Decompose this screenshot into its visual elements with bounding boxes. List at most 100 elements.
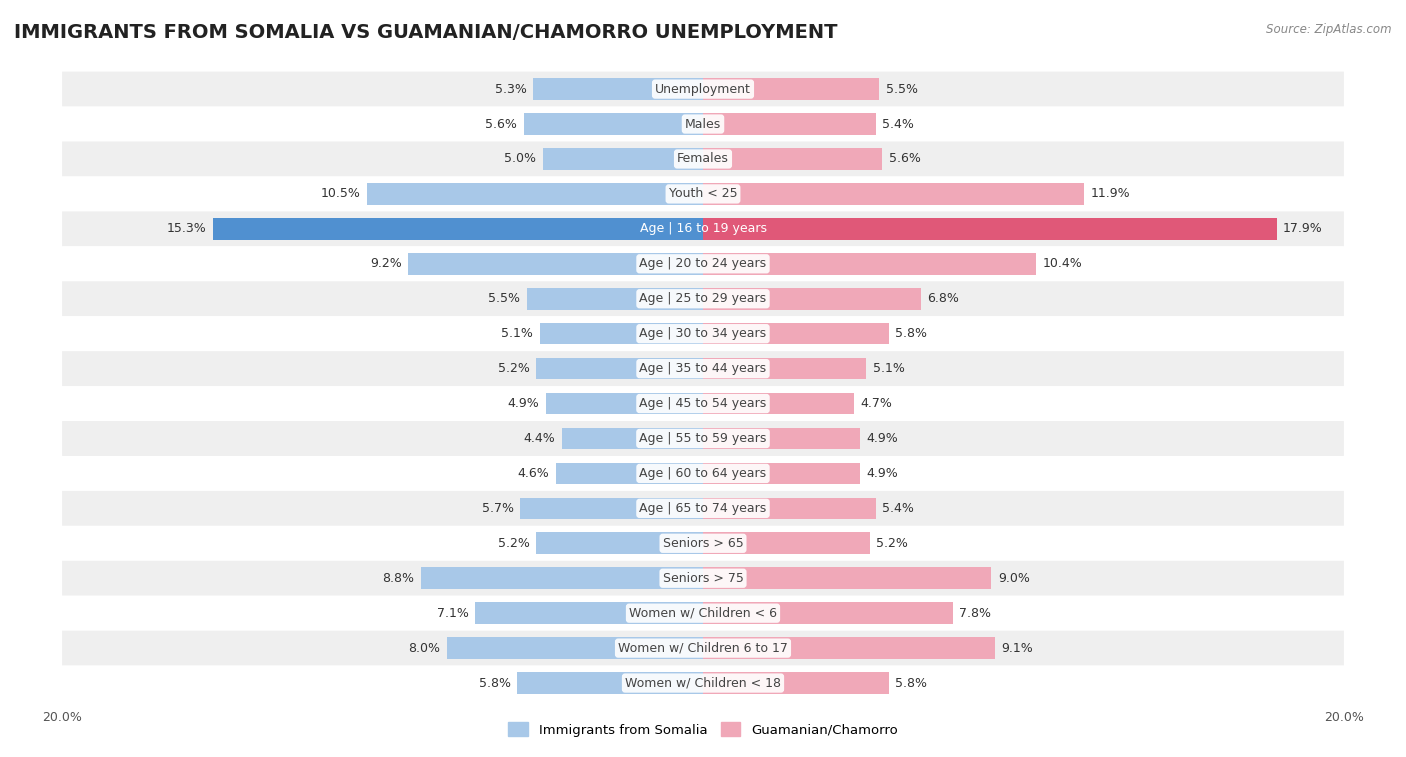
Bar: [520, 497, 703, 519]
Bar: [536, 532, 703, 554]
Text: 17.9%: 17.9%: [1284, 223, 1323, 235]
FancyBboxPatch shape: [62, 596, 1344, 631]
Bar: [367, 183, 703, 204]
Bar: [523, 114, 703, 135]
Bar: [533, 78, 703, 100]
Text: 8.0%: 8.0%: [408, 642, 440, 655]
Text: 11.9%: 11.9%: [1091, 188, 1130, 201]
Text: Age | 35 to 44 years: Age | 35 to 44 years: [640, 362, 766, 375]
Text: 4.9%: 4.9%: [866, 432, 898, 445]
Bar: [543, 148, 703, 170]
Text: 4.4%: 4.4%: [524, 432, 555, 445]
Text: Age | 65 to 74 years: Age | 65 to 74 years: [640, 502, 766, 515]
Text: 9.0%: 9.0%: [998, 572, 1029, 584]
FancyBboxPatch shape: [62, 107, 1344, 142]
Text: 5.2%: 5.2%: [876, 537, 908, 550]
FancyBboxPatch shape: [62, 456, 1344, 491]
Bar: [703, 532, 870, 554]
FancyBboxPatch shape: [62, 72, 1344, 107]
Text: 5.5%: 5.5%: [488, 292, 520, 305]
FancyBboxPatch shape: [62, 351, 1344, 386]
Text: 5.8%: 5.8%: [896, 677, 928, 690]
Bar: [408, 253, 703, 275]
Text: 9.1%: 9.1%: [1001, 642, 1033, 655]
Text: Females: Females: [678, 152, 728, 166]
Text: 5.4%: 5.4%: [883, 502, 914, 515]
Bar: [703, 288, 921, 310]
Legend: Immigrants from Somalia, Guamanian/Chamorro: Immigrants from Somalia, Guamanian/Chamo…: [503, 717, 903, 742]
Text: 5.2%: 5.2%: [498, 537, 530, 550]
Bar: [546, 393, 703, 414]
Bar: [703, 393, 853, 414]
Text: 5.1%: 5.1%: [502, 327, 533, 340]
Text: 7.8%: 7.8%: [959, 606, 991, 620]
Bar: [420, 568, 703, 589]
FancyBboxPatch shape: [62, 211, 1344, 246]
Text: Women w/ Children < 18: Women w/ Children < 18: [626, 677, 780, 690]
Bar: [555, 463, 703, 484]
FancyBboxPatch shape: [62, 561, 1344, 596]
Text: Women w/ Children 6 to 17: Women w/ Children 6 to 17: [619, 642, 787, 655]
Bar: [475, 603, 703, 624]
FancyBboxPatch shape: [62, 526, 1344, 561]
Bar: [703, 183, 1084, 204]
Text: 10.4%: 10.4%: [1043, 257, 1083, 270]
Text: 4.7%: 4.7%: [860, 397, 891, 410]
FancyBboxPatch shape: [62, 421, 1344, 456]
Bar: [703, 463, 860, 484]
Text: 5.3%: 5.3%: [495, 83, 527, 95]
Text: Age | 20 to 24 years: Age | 20 to 24 years: [640, 257, 766, 270]
Text: Seniors > 65: Seniors > 65: [662, 537, 744, 550]
Text: 5.1%: 5.1%: [873, 362, 904, 375]
Bar: [703, 358, 866, 379]
Bar: [703, 322, 889, 344]
Bar: [703, 637, 994, 659]
FancyBboxPatch shape: [62, 491, 1344, 526]
Text: 5.6%: 5.6%: [889, 152, 921, 166]
Bar: [703, 672, 889, 694]
Text: 5.6%: 5.6%: [485, 117, 517, 130]
FancyBboxPatch shape: [62, 631, 1344, 665]
Bar: [703, 148, 883, 170]
Text: Women w/ Children < 6: Women w/ Children < 6: [628, 606, 778, 620]
Text: 5.4%: 5.4%: [883, 117, 914, 130]
Text: 5.5%: 5.5%: [886, 83, 918, 95]
Text: Males: Males: [685, 117, 721, 130]
Text: 4.6%: 4.6%: [517, 467, 550, 480]
Bar: [517, 672, 703, 694]
Text: Age | 30 to 34 years: Age | 30 to 34 years: [640, 327, 766, 340]
Bar: [703, 568, 991, 589]
Text: 10.5%: 10.5%: [321, 188, 360, 201]
FancyBboxPatch shape: [62, 386, 1344, 421]
Text: 9.2%: 9.2%: [370, 257, 402, 270]
Text: Age | 55 to 59 years: Age | 55 to 59 years: [640, 432, 766, 445]
Bar: [562, 428, 703, 450]
Bar: [703, 114, 876, 135]
Text: Source: ZipAtlas.com: Source: ZipAtlas.com: [1267, 23, 1392, 36]
Text: Age | 25 to 29 years: Age | 25 to 29 years: [640, 292, 766, 305]
Text: Age | 45 to 54 years: Age | 45 to 54 years: [640, 397, 766, 410]
Bar: [447, 637, 703, 659]
FancyBboxPatch shape: [62, 665, 1344, 700]
Text: 5.8%: 5.8%: [478, 677, 510, 690]
Bar: [703, 603, 953, 624]
FancyBboxPatch shape: [62, 176, 1344, 211]
Text: Age | 60 to 64 years: Age | 60 to 64 years: [640, 467, 766, 480]
FancyBboxPatch shape: [62, 246, 1344, 282]
Bar: [212, 218, 703, 240]
Bar: [540, 322, 703, 344]
FancyBboxPatch shape: [62, 142, 1344, 176]
Bar: [703, 497, 876, 519]
Text: 5.0%: 5.0%: [505, 152, 536, 166]
Text: 8.8%: 8.8%: [382, 572, 415, 584]
Text: Seniors > 75: Seniors > 75: [662, 572, 744, 584]
Text: Unemployment: Unemployment: [655, 83, 751, 95]
Text: 7.1%: 7.1%: [437, 606, 470, 620]
Text: IMMIGRANTS FROM SOMALIA VS GUAMANIAN/CHAMORRO UNEMPLOYMENT: IMMIGRANTS FROM SOMALIA VS GUAMANIAN/CHA…: [14, 23, 838, 42]
Text: 15.3%: 15.3%: [166, 223, 207, 235]
Bar: [703, 253, 1036, 275]
Bar: [703, 428, 860, 450]
Text: Age | 16 to 19 years: Age | 16 to 19 years: [640, 223, 766, 235]
Bar: [527, 288, 703, 310]
FancyBboxPatch shape: [62, 282, 1344, 316]
